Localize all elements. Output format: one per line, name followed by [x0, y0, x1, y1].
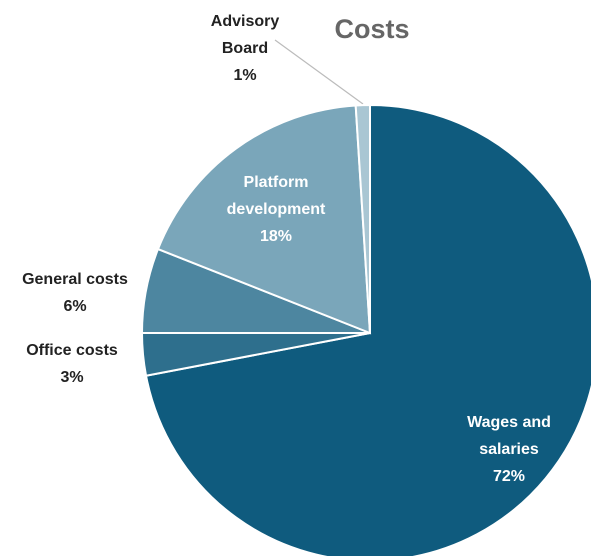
value-label: 3%	[60, 369, 84, 386]
category-label: Wages and salaries	[467, 414, 551, 458]
slice-label: Wages and salaries 72%	[454, 409, 564, 490]
chart-title: Costs	[334, 14, 410, 44]
slice-label: General costs 6%	[0, 266, 150, 320]
slice-label: Advisory Board 1%	[200, 8, 290, 89]
category-label: Office costs	[26, 342, 118, 359]
pie-slice	[354, 103, 371, 334]
leader-line	[274, 39, 364, 105]
value-label: 18%	[259, 228, 293, 245]
slice-label: Platform development 18%	[211, 169, 341, 250]
category-label: Platform development	[226, 174, 326, 218]
category-label: Advisory Board	[210, 13, 280, 57]
value-label: 1%	[233, 67, 257, 84]
pie-slice	[144, 103, 591, 556]
value-label: 72%	[492, 468, 526, 485]
pie-slice	[156, 104, 372, 335]
value-label: 6%	[63, 298, 87, 315]
category-label: General costs	[22, 271, 128, 288]
slice-label: Office costs 3%	[0, 337, 147, 391]
